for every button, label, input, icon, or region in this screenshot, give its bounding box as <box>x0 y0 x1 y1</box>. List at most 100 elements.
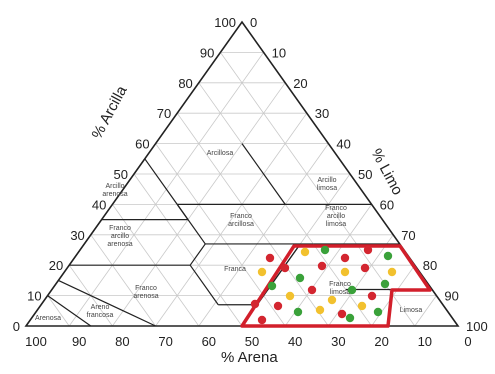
sand-axis-title: % Arena <box>221 349 278 366</box>
silt-tick: 90 <box>444 289 458 304</box>
region-label-franco-limosa: Franco <box>329 281 351 288</box>
region-label-arcillo-arenosa: Arcillo <box>105 183 124 190</box>
highlight-outline <box>240 244 432 328</box>
region-label-franco-arcillo-arenosa: arenosa <box>107 241 132 248</box>
region-label-franco-arenosa: arenosa <box>133 293 158 300</box>
region-label-limosa: Limosa <box>400 307 423 314</box>
region-label-franco-arcillo-arenosa: Franco <box>109 225 131 232</box>
sand-tick: 60 <box>202 334 216 349</box>
sample-point-green <box>320 245 330 255</box>
silt-tick: 80 <box>423 258 437 273</box>
sand-tick: 40 <box>288 334 302 349</box>
sample-point-yellow <box>285 291 295 301</box>
sample-point-yellow <box>357 301 367 311</box>
sample-point-red <box>337 309 347 319</box>
class-boundary <box>176 204 206 245</box>
sample-point-red <box>340 253 350 263</box>
sample-point-red <box>273 301 283 311</box>
sample-point-green <box>345 313 355 323</box>
region-label-areno-franca: francosa <box>87 312 114 319</box>
grid-line <box>328 234 394 327</box>
sample-point-red <box>360 263 370 273</box>
clay-tick: 60 <box>135 137 149 152</box>
region-label-franco-arcillo-limosa: limosa <box>326 221 346 228</box>
sample-point-green <box>293 307 303 317</box>
region-label-franco-arcillosa: arcillosa <box>228 221 254 228</box>
sand-tick: 90 <box>72 334 86 349</box>
silt-tick: 70 <box>401 228 415 243</box>
region-label-franco-arcillo-limosa: Franco <box>325 205 347 212</box>
sample-point-red <box>363 245 373 255</box>
clay-tick: 30 <box>70 228 84 243</box>
sample-point-yellow <box>315 305 325 315</box>
region-label-franco-arcillo-limosa: arcillo <box>327 213 345 220</box>
class-labels: ArcillosaArcilloarenosaArcillolimosaFran… <box>35 150 422 322</box>
class-boundary <box>47 295 92 327</box>
sample-point-red <box>257 315 267 325</box>
silt-tick: 40 <box>336 137 350 152</box>
class-boundary <box>68 219 103 266</box>
silt-tick: 30 <box>315 106 329 121</box>
sample-point-red <box>265 253 275 263</box>
silt-tick: 0 <box>250 15 257 30</box>
region-label-franco-arcillosa: Franco <box>230 213 252 220</box>
sand-tick: 10 <box>418 334 432 349</box>
sample-point-green <box>347 285 357 295</box>
clay-tick: 100 <box>214 15 236 30</box>
grid-line <box>133 173 243 327</box>
silt-tick: 20 <box>293 76 307 91</box>
region-label-franca: Franca <box>224 266 246 273</box>
sample-point-yellow <box>327 295 337 305</box>
silt-tick: 50 <box>358 167 372 182</box>
sample-point-yellow <box>340 267 350 277</box>
grid-line <box>90 234 156 327</box>
grid-line <box>176 112 329 327</box>
grid-line <box>155 112 308 327</box>
region-label-arcillo-arenosa: arenosa <box>102 191 127 198</box>
class-boundary <box>144 158 178 205</box>
grid-line <box>47 295 70 327</box>
region-label-arcillo-limosa: limosa <box>317 185 337 192</box>
sample-point-red <box>367 291 377 301</box>
class-boundary <box>122 158 146 190</box>
region-label-arenosa: Arenosa <box>35 315 61 322</box>
silt-tick: 100 <box>466 319 488 334</box>
clay-tick: 80 <box>178 76 192 91</box>
silt-tick: 60 <box>380 197 394 212</box>
sample-point-yellow <box>300 247 310 257</box>
clay-tick: 70 <box>157 106 171 121</box>
grid-line <box>284 204 372 327</box>
sample-point-green <box>373 307 383 317</box>
grid-line <box>414 295 437 327</box>
sample-point-red <box>280 263 290 273</box>
sand-tick: 0 <box>464 334 471 349</box>
clay-tick: 20 <box>49 258 63 273</box>
sample-point-yellow <box>257 267 267 277</box>
sample-point-yellow <box>387 267 397 277</box>
region-label-franco-arcillo-arenosa: arcillo <box>111 233 129 240</box>
clay-axis-title: % Arcilla <box>89 83 131 142</box>
clay-tick: 10 <box>27 289 41 304</box>
sample-point-red <box>317 261 327 271</box>
region-label-arcillosa: Arcillosa <box>207 150 234 157</box>
class-boundary <box>58 279 156 327</box>
clay-tick: 50 <box>114 167 128 182</box>
grid-line <box>220 52 416 327</box>
sand-tick: 20 <box>374 334 388 349</box>
clay-tick: 40 <box>92 197 106 212</box>
region-label-areno-franca: Areno <box>91 304 110 311</box>
clay-tick: 0 <box>13 319 20 334</box>
sand-tick: 80 <box>115 334 129 349</box>
sand-tick: 50 <box>245 334 259 349</box>
sand-tick: 30 <box>331 334 345 349</box>
sand-tick: 100 <box>25 334 47 349</box>
class-boundary <box>241 143 286 205</box>
sample-point-red <box>250 299 260 309</box>
sample-point-green <box>267 281 277 291</box>
class-boundary <box>189 264 219 306</box>
silt-tick: 10 <box>272 45 286 60</box>
sample-points <box>250 245 397 325</box>
